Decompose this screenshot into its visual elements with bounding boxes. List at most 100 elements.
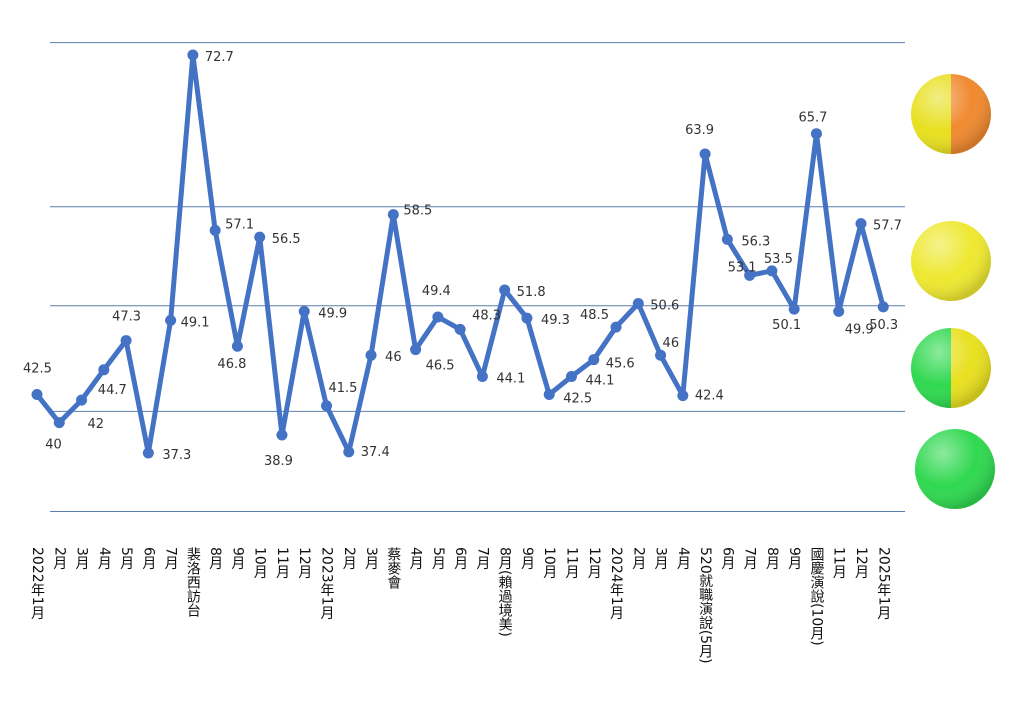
x-tick-label: 7月 bbox=[741, 547, 758, 570]
data-label: 63.9 bbox=[685, 123, 714, 138]
x-tick-label: 11月 bbox=[563, 547, 580, 579]
x-tick-label: 6月 bbox=[719, 547, 736, 570]
data-label: 49.9 bbox=[845, 322, 874, 337]
data-point bbox=[120, 335, 132, 347]
data-point bbox=[499, 284, 511, 296]
data-label: 49.3 bbox=[541, 313, 570, 328]
x-tick-label: 12月 bbox=[296, 547, 313, 579]
x-tick-label: 國慶演說(10月) bbox=[808, 547, 825, 646]
indicator-orange-yellow bbox=[911, 74, 991, 154]
data-point bbox=[655, 349, 667, 361]
data-point bbox=[855, 218, 867, 230]
data-label: 57.7 bbox=[873, 219, 902, 234]
data-point bbox=[410, 344, 422, 356]
data-label: 56.5 bbox=[272, 232, 301, 247]
data-point bbox=[476, 371, 488, 383]
data-point bbox=[231, 340, 243, 352]
data-label: 72.7 bbox=[205, 50, 234, 65]
data-label: 48.5 bbox=[580, 308, 609, 323]
x-tick-label: 4月 bbox=[407, 547, 424, 570]
data-point bbox=[521, 312, 533, 324]
data-point bbox=[565, 371, 577, 383]
data-point bbox=[610, 321, 622, 333]
data-point bbox=[588, 354, 600, 366]
indicator-yellow bbox=[911, 221, 991, 301]
data-label: 48.3 bbox=[472, 308, 501, 323]
x-tick-label: 2022年1月 bbox=[29, 547, 45, 620]
x-tick-label: 11月 bbox=[273, 547, 290, 579]
x-tick-label: 2023年1月 bbox=[318, 547, 335, 620]
data-point bbox=[543, 389, 555, 401]
data-label: 49.9 bbox=[318, 306, 347, 321]
x-tick-label: 520就職演說(5月) bbox=[697, 547, 714, 664]
x-tick-label: 2月 bbox=[630, 547, 647, 570]
x-tick-label: 10月 bbox=[251, 547, 268, 579]
data-label: 65.7 bbox=[798, 111, 827, 126]
data-point bbox=[721, 233, 733, 245]
x-tick-label: 裴洛西訪台 bbox=[184, 547, 201, 617]
x-tick-label: 9月 bbox=[229, 547, 246, 570]
data-point bbox=[833, 305, 845, 317]
data-point bbox=[387, 209, 399, 221]
indicator-shine bbox=[915, 429, 995, 509]
indicator-shine bbox=[911, 74, 991, 154]
x-tick-label: 12月 bbox=[852, 547, 869, 579]
data-point bbox=[254, 231, 266, 243]
x-tick-label: 3月 bbox=[652, 547, 669, 570]
data-point bbox=[744, 269, 756, 281]
data-point bbox=[165, 314, 177, 326]
data-label: 56.3 bbox=[741, 234, 770, 249]
data-label: 50.6 bbox=[650, 298, 679, 313]
data-label: 38.9 bbox=[264, 454, 293, 469]
x-tick-label: 4月 bbox=[674, 547, 691, 570]
data-label: 57.1 bbox=[225, 217, 254, 232]
data-point bbox=[343, 446, 355, 458]
data-label: 50.3 bbox=[869, 318, 898, 333]
data-point bbox=[810, 128, 822, 140]
data-point bbox=[31, 389, 43, 401]
x-tick-label: 2月 bbox=[51, 547, 68, 570]
x-tick-label: 8月(賴過境美) bbox=[496, 547, 513, 637]
data-point bbox=[76, 394, 88, 406]
data-label: 46 bbox=[385, 350, 402, 365]
data-point bbox=[699, 148, 711, 160]
series-line bbox=[35, 52, 886, 456]
data-label: 40 bbox=[45, 438, 62, 453]
x-tick-label: 10月 bbox=[541, 547, 558, 579]
x-tick-label: 6月 bbox=[452, 547, 469, 570]
indicator-shine bbox=[911, 221, 991, 301]
data-point bbox=[454, 323, 466, 335]
data-label: 41.5 bbox=[329, 381, 358, 396]
data-label: 37.3 bbox=[162, 448, 191, 463]
data-label: 45.6 bbox=[606, 357, 635, 372]
x-tick-label: 2025年1月 bbox=[875, 547, 892, 620]
x-tick-label: 3月 bbox=[363, 547, 380, 570]
indicator-shine bbox=[911, 328, 991, 408]
data-label: 53.1 bbox=[728, 260, 757, 275]
data-label: 37.4 bbox=[361, 445, 390, 460]
x-tick-label: 8月 bbox=[207, 547, 224, 570]
data-point bbox=[276, 429, 288, 441]
data-point bbox=[432, 311, 444, 323]
data-label: 46.5 bbox=[426, 359, 455, 374]
x-tick-label: 6月 bbox=[140, 547, 157, 570]
data-point bbox=[677, 390, 689, 402]
data-point bbox=[632, 297, 644, 309]
x-tick-label: 3月 bbox=[73, 547, 90, 570]
data-point bbox=[187, 49, 199, 61]
data-point bbox=[766, 265, 778, 277]
data-label: 49.4 bbox=[422, 284, 451, 299]
data-point bbox=[788, 303, 800, 315]
x-tick-label: 2024年1月 bbox=[608, 547, 625, 620]
data-label: 44.7 bbox=[98, 383, 127, 398]
x-tick-label: 5月 bbox=[118, 547, 135, 570]
x-tick-label: 2月 bbox=[340, 547, 357, 570]
data-point bbox=[298, 305, 310, 317]
data-label: 42.5 bbox=[23, 362, 52, 377]
data-label: 46.8 bbox=[217, 357, 246, 372]
data-label: 58.5 bbox=[403, 204, 432, 219]
x-tick-label: 7月 bbox=[474, 547, 491, 570]
data-point bbox=[53, 417, 65, 429]
x-tick-label: 11月 bbox=[830, 547, 847, 579]
